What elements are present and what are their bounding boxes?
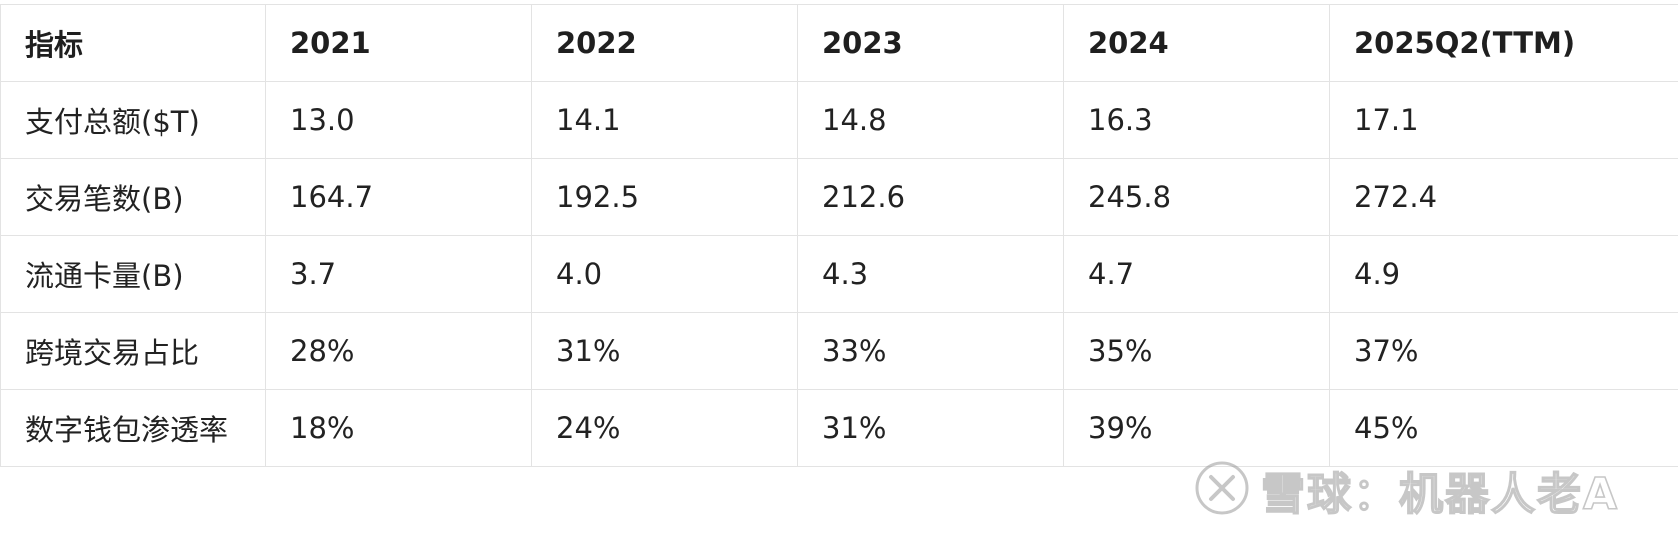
header-cell-2021: 2021: [265, 4, 532, 82]
table-cell: 28%: [265, 312, 532, 390]
header-cell-2022: 2022: [531, 4, 798, 82]
table-cell: 4.7: [1063, 235, 1330, 313]
table-cell: 4.9: [1329, 235, 1678, 313]
table-cell: 31%: [797, 389, 1064, 467]
data-table-container: 指标 2021 2022 2023 2024 2025Q2(TTM) 支付总额(…: [0, 4, 1678, 467]
table-cell: 14.8: [797, 81, 1064, 159]
table-cell: 192.5: [531, 158, 798, 236]
table-cell: 272.4: [1329, 158, 1678, 236]
table-cell: 212.6: [797, 158, 1064, 236]
header-cell-metric: 指标: [0, 4, 266, 82]
table-cell: 39%: [1063, 389, 1330, 467]
table-cell: 33%: [797, 312, 1064, 390]
watermark-text: 雪球：机器人老A: [1260, 468, 1620, 521]
header-cell-2024: 2024: [1063, 4, 1330, 82]
row-label-cell: 支付总额($T): [0, 81, 266, 159]
metrics-table: 指标 2021 2022 2023 2024 2025Q2(TTM) 支付总额(…: [0, 4, 1678, 467]
table-cell: 3.7: [265, 235, 532, 313]
table-cell: 16.3: [1063, 81, 1330, 159]
row-label-cell: 交易笔数(B): [0, 158, 266, 236]
table-cell: 17.1: [1329, 81, 1678, 159]
table-cell: 37%: [1329, 312, 1678, 390]
table-cell: 14.1: [531, 81, 798, 159]
table-row: 支付总额($T) 13.0 14.1 14.8 16.3 17.1: [0, 81, 1678, 159]
table-cell: 4.3: [797, 235, 1064, 313]
row-label-cell: 跨境交易占比: [0, 312, 266, 390]
header-cell-2025q2-ttm: 2025Q2(TTM): [1329, 4, 1678, 82]
row-label-cell: 数字钱包渗透率: [0, 389, 266, 467]
table-cell: 245.8: [1063, 158, 1330, 236]
table-row: 流通卡量(B) 3.7 4.0 4.3 4.7 4.9: [0, 235, 1678, 313]
header-cell-2023: 2023: [797, 4, 1064, 82]
table-header-row: 指标 2021 2022 2023 2024 2025Q2(TTM): [0, 4, 1678, 82]
row-label-cell: 流通卡量(B): [0, 235, 266, 313]
xueqiu-logo-icon: [1193, 459, 1251, 521]
table-cell: 35%: [1063, 312, 1330, 390]
table-cell: 45%: [1329, 389, 1678, 467]
table-cell: 24%: [531, 389, 798, 467]
table-row: 数字钱包渗透率 18% 24% 31% 39% 45%: [0, 389, 1678, 467]
table-row: 跨境交易占比 28% 31% 33% 35% 37%: [0, 312, 1678, 390]
table-cell: 4.0: [531, 235, 798, 313]
table-row: 交易笔数(B) 164.7 192.5 212.6 245.8 272.4: [0, 158, 1678, 236]
table-cell: 164.7: [265, 158, 532, 236]
table-cell: 31%: [531, 312, 798, 390]
table-cell: 18%: [265, 389, 532, 467]
table-cell: 13.0: [265, 81, 532, 159]
